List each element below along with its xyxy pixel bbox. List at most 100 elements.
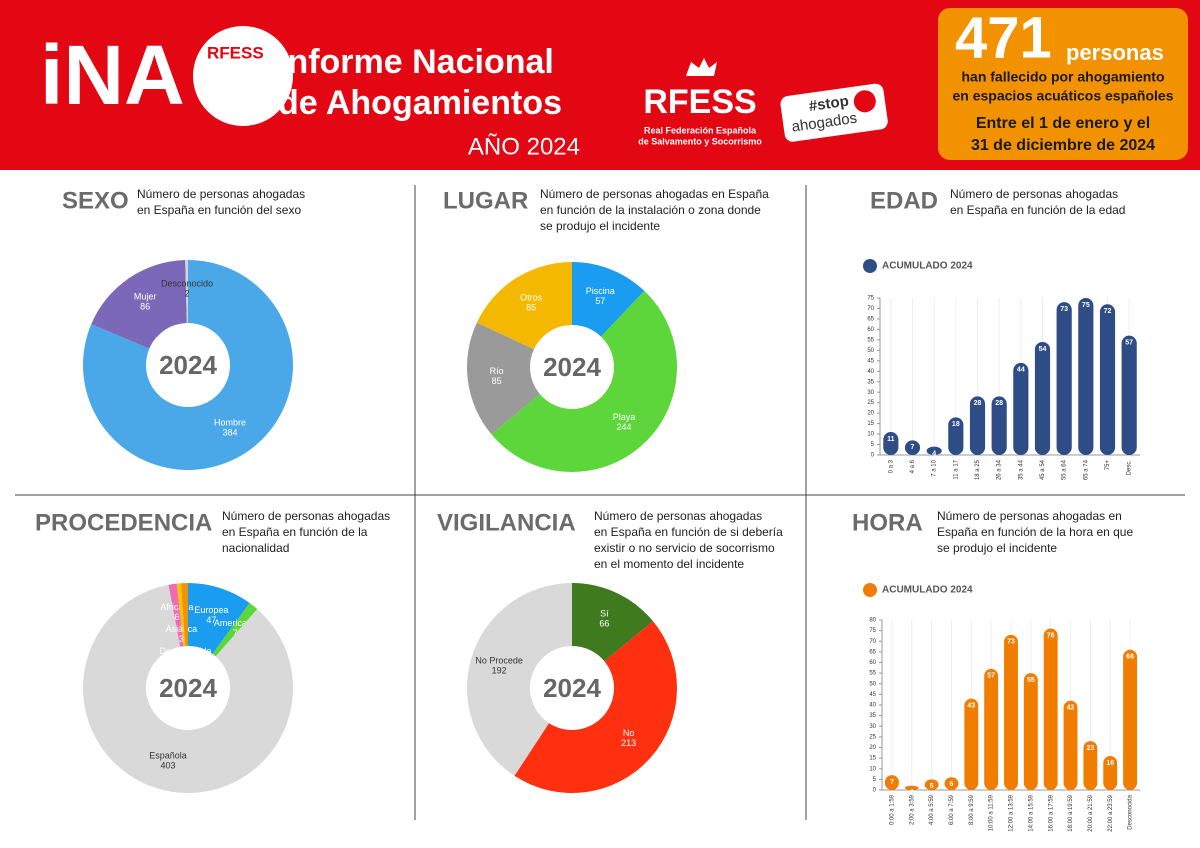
org-name: Real Federación Española <box>644 125 757 135</box>
bar <box>969 396 986 455</box>
y-tick-label: 5 <box>873 777 877 783</box>
org-name: de Salvamento y Socorrismo <box>638 136 762 146</box>
slice-label: No <box>623 728 635 738</box>
value-label: 66 <box>1126 654 1134 661</box>
bar <box>1103 756 1118 790</box>
x-tick-label: 8:00 a 9:59 <box>969 794 975 825</box>
value-label: 18 <box>952 421 960 428</box>
panel-subtitle: se produjo el incidente <box>540 219 660 233</box>
value-label: 4 <box>932 450 936 457</box>
slice-value: 6 <box>174 612 179 622</box>
slice-label: Europea <box>194 605 228 615</box>
slice-value: 66 <box>599 619 609 629</box>
slice-value: 57 <box>595 296 605 306</box>
x-tick-label: 2:00 a 3:59 <box>909 794 915 825</box>
legend-swatch <box>863 259 877 273</box>
header-year: AÑO 2024 <box>468 133 580 160</box>
value-label: 73 <box>1007 639 1015 646</box>
x-tick-label: 7 a 10 <box>932 459 938 476</box>
y-tick-label: 20 <box>867 411 874 417</box>
x-tick-label: 0:00 a 1:59 <box>890 794 896 825</box>
x-tick-label: 16:00 a 17:59 <box>1048 794 1054 831</box>
y-tick-label: 55 <box>867 337 874 343</box>
x-tick-label: 18:00 a 19:59 <box>1068 794 1074 831</box>
panel-subtitle: existir o no servicio de socorrismo <box>594 541 775 555</box>
donut-slice <box>572 583 653 662</box>
logo: iNA <box>40 28 185 122</box>
bar <box>926 446 942 455</box>
bar <box>1034 341 1051 455</box>
slice-value: 384 <box>222 428 237 438</box>
slice-value: 244 <box>616 422 631 432</box>
value-label: 43 <box>967 702 975 709</box>
center-label: 2024 <box>543 673 601 703</box>
y-tick-label: 50 <box>867 348 874 354</box>
panel-title: EDAD <box>870 187 938 214</box>
slice-value: 86 <box>140 302 150 312</box>
donut-slice <box>168 583 184 647</box>
bar <box>904 785 919 790</box>
logo-circle <box>193 26 293 126</box>
bar <box>984 668 999 790</box>
stop-tag: #stop <box>808 93 850 115</box>
bar <box>1013 362 1029 455</box>
org-logo: RFESS <box>643 83 756 121</box>
slice-value: 85 <box>492 376 502 386</box>
x-tick-label: 4:00 a 5:59 <box>929 794 935 825</box>
x-tick-label: 10:00 a 11:59 <box>989 794 995 831</box>
x-tick-label: 14:00 a 15:59 <box>1028 794 1034 831</box>
x-tick-label: 20:00 a 21:59 <box>1088 794 1094 831</box>
panel-subtitle: Número de personas ahogadas <box>950 187 1118 201</box>
x-tick-label: Desconocida <box>1128 794 1134 829</box>
y-tick-label: 75 <box>867 296 874 302</box>
panel-title: VIGILANCIA <box>437 509 576 536</box>
bar <box>1121 335 1137 455</box>
center-label: 2024 <box>159 350 217 380</box>
x-tick-label: 4 a 6 <box>910 459 916 473</box>
slice-label: Española <box>149 751 187 761</box>
y-tick-label: 65 <box>869 649 876 655</box>
x-tick-label: 26 a 34 <box>997 459 1003 480</box>
bar <box>1004 634 1018 790</box>
x-tick-label: 11 a 17 <box>953 459 959 479</box>
slice-value: 403 <box>160 761 175 771</box>
value-label: 28 <box>974 400 982 407</box>
bar <box>1023 673 1038 790</box>
slice-value: 47 <box>206 615 216 625</box>
y-tick-label: 15 <box>867 421 874 427</box>
x-tick-label: 75+ <box>1105 460 1111 471</box>
y-tick-label: 60 <box>867 327 874 333</box>
y-tick-label: 70 <box>869 639 876 645</box>
legend-label: ACUMULADO 2024 <box>882 585 973 596</box>
panel-subtitle: Número de personas ahogadas <box>137 187 305 201</box>
donut-slice <box>176 583 186 647</box>
value-label: 2 <box>910 790 914 797</box>
panel-subtitle: en España en función del sexo <box>137 203 301 217</box>
value-label: 73 <box>1060 306 1068 313</box>
x-tick-label: 45 a 54 <box>1040 459 1046 480</box>
x-tick-label: 18 a 25 <box>975 459 981 480</box>
bar <box>1056 302 1072 455</box>
slice-label: Africana <box>160 602 193 612</box>
panel-title: PROCEDENCIA <box>35 509 212 536</box>
total: 471 <box>955 5 1052 70</box>
bar <box>944 777 959 790</box>
center-label: 2024 <box>159 673 217 703</box>
header-title: de Ahogamientos <box>278 84 562 122</box>
value-label: 11 <box>887 436 895 443</box>
value-label: 5 <box>930 783 934 790</box>
donut-slice <box>185 260 188 324</box>
bar <box>1099 304 1116 455</box>
slice-value: 7 <box>233 628 238 638</box>
bar <box>1078 298 1094 455</box>
panel-subtitle: en el momento del incidente <box>594 557 744 571</box>
donut-slice <box>181 583 188 647</box>
value-label: 7 <box>890 779 894 786</box>
bar <box>904 440 921 455</box>
y-tick-label: 45 <box>869 692 876 698</box>
value-label: 6 <box>950 781 954 788</box>
y-tick-label: 65 <box>867 317 874 323</box>
slice-label: Desconocida <box>159 646 211 656</box>
legend-label: ACUMULADO 2024 <box>882 261 973 272</box>
bar <box>1063 700 1078 790</box>
